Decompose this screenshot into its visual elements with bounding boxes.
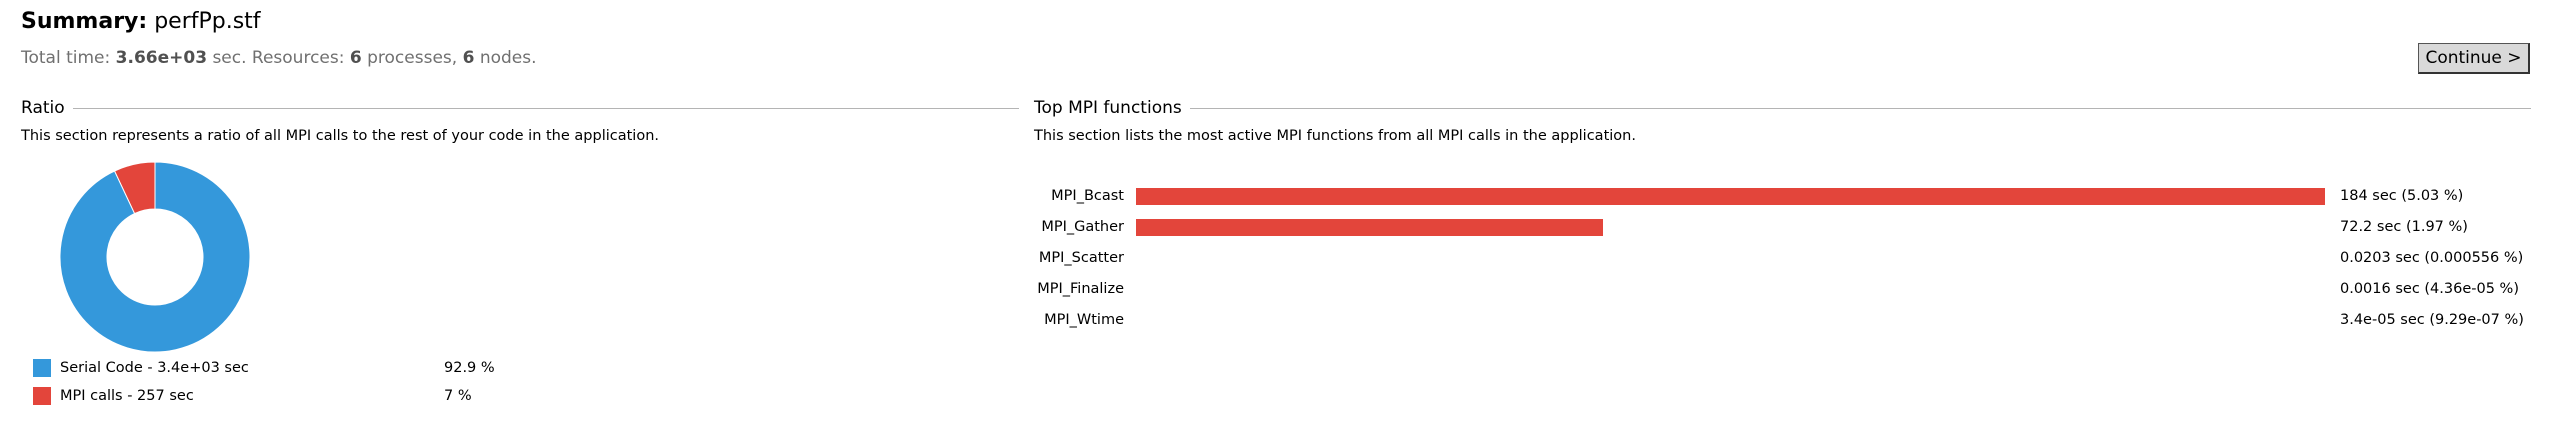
continue-button[interactable]: Continue >	[2418, 43, 2530, 74]
resources-prefix: Resources:	[251, 48, 345, 68]
mpi-function-row: MPI_Gather 72.2 sec (1.97 %)	[1030, 215, 2540, 239]
legend-percent-serial-code: 92.9 %	[444, 360, 495, 376]
donut-slice-serial-code	[59, 161, 251, 353]
ratio-donut-chart	[59, 161, 251, 353]
mpi-function-value: 0.0016 sec (4.36e-05 %)	[2340, 281, 2519, 297]
ratio-description: This section represents a ratio of all M…	[21, 128, 659, 144]
mpi-function-value: 184 sec (5.03 %)	[2340, 188, 2464, 204]
mpi-function-row: MPI_Finalize 0.0016 sec (4.36e-05 %)	[1030, 277, 2540, 301]
legend-item-serial-code: Serial Code - 3.4e+03 sec 92.9 %	[33, 357, 513, 379]
summary-title-label: Summary:	[21, 9, 148, 34]
legend-label-mpi-calls: MPI calls - 257 sec	[60, 388, 194, 404]
total-time-value: 3.66e+03	[115, 48, 208, 68]
top-mpi-heading: Top MPI functions	[1034, 98, 1190, 118]
processes-count: 6	[349, 48, 362, 68]
top-mpi-divider	[1189, 107, 2531, 109]
ratio-heading: Ratio	[21, 98, 73, 118]
legend-swatch-serial-code	[33, 359, 51, 377]
total-time-prefix: Total time:	[21, 48, 111, 68]
mpi-function-row: MPI_Wtime 3.4e-05 sec (9.29e-07 %)	[1030, 308, 2540, 332]
nodes-count: 6	[462, 48, 475, 68]
total-time-unit: sec.	[212, 48, 247, 68]
mpi-function-value: 0.0203 sec (0.000556 %)	[2340, 250, 2524, 266]
ratio-divider	[72, 107, 1019, 109]
top-mpi-description: This section lists the most active MPI f…	[1034, 128, 1636, 144]
mpi-function-name: MPI_Finalize	[1037, 281, 1124, 297]
mpi-function-value: 3.4e-05 sec (9.29e-07 %)	[2340, 312, 2524, 328]
top-mpi-section-header: Top MPI functions	[1034, 96, 2531, 120]
mpi-function-name: MPI_Scatter	[1038, 250, 1124, 266]
legend-item-mpi-calls: MPI calls - 257 sec 7 %	[33, 385, 513, 407]
mpi-function-bar	[1136, 188, 2325, 205]
mpi-function-value: 72.2 sec (1.97 %)	[2340, 219, 2468, 235]
processes-label: processes,	[367, 48, 458, 68]
summary-stats: Total time: 3.66e+03 sec. Resources: 6 p…	[21, 47, 537, 69]
summary-title: Summary: perfPp.stf	[21, 8, 261, 36]
legend-swatch-mpi-calls	[33, 387, 51, 405]
legend-percent-mpi-calls: 7 %	[444, 388, 472, 404]
mpi-function-bar	[1136, 219, 1603, 236]
mpi-function-name: MPI_Wtime	[1044, 312, 1124, 328]
legend-label-serial-code: Serial Code - 3.4e+03 sec	[60, 360, 249, 376]
nodes-label: nodes.	[479, 48, 537, 68]
summary-file-name: perfPp.stf	[154, 9, 261, 34]
mpi-function-name: MPI_Bcast	[1051, 188, 1124, 204]
mpi-function-name: MPI_Gather	[1041, 219, 1124, 235]
ratio-section-header: Ratio	[21, 96, 1019, 120]
mpi-function-row: MPI_Bcast 184 sec (5.03 %)	[1030, 184, 2540, 208]
mpi-function-row: MPI_Scatter 0.0203 sec (0.000556 %)	[1030, 246, 2540, 270]
